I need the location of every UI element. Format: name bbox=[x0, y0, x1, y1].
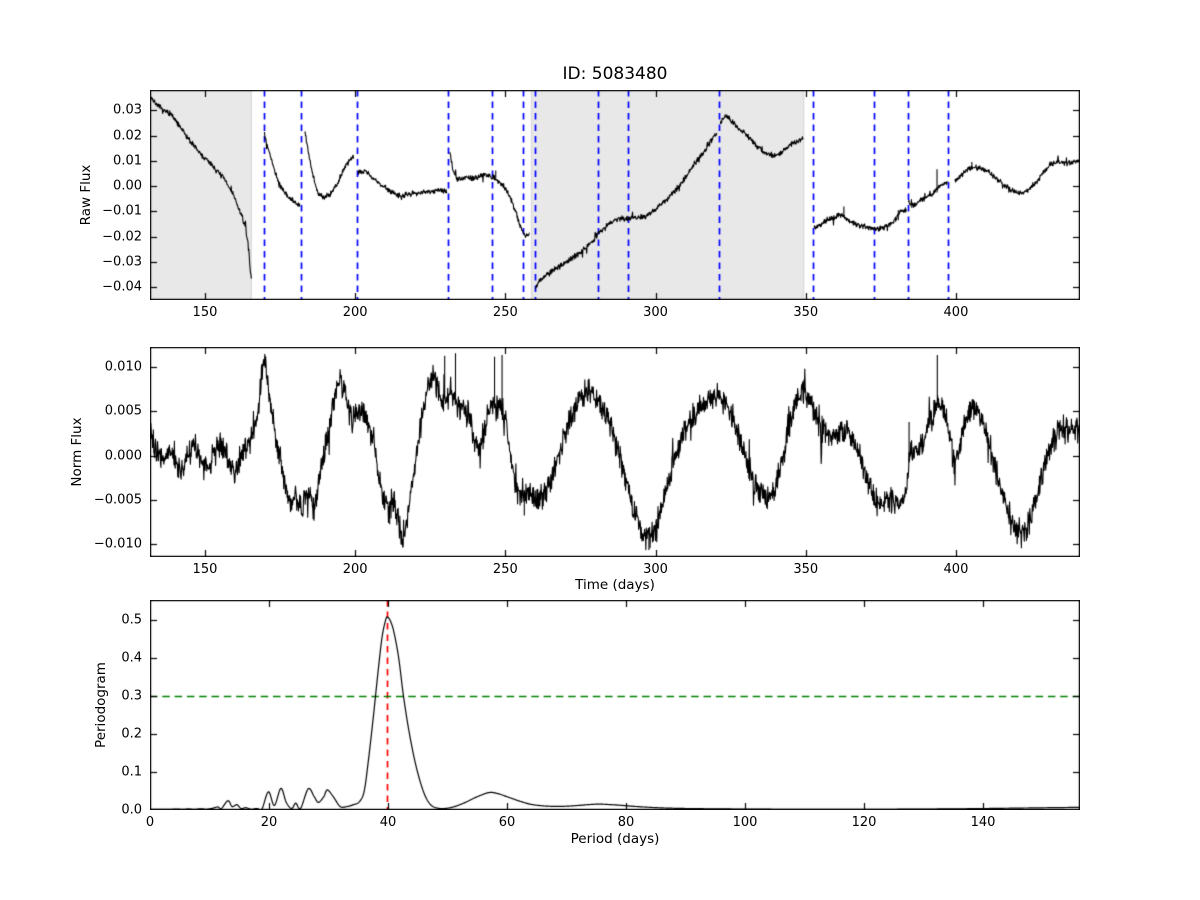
raw-flux-y-axis-label: Raw Flux bbox=[78, 164, 94, 226]
y-tick-label: 0.02 bbox=[113, 128, 142, 144]
x-tick-label: 400 bbox=[943, 305, 969, 320]
y-tick-label: −0.04 bbox=[102, 279, 142, 295]
y-tick-label: 0.000 bbox=[104, 448, 142, 464]
norm-flux-plot-canvas bbox=[150, 347, 1080, 557]
y-tick-label: 0.0 bbox=[121, 802, 142, 818]
y-tick-label: 0.03 bbox=[113, 102, 142, 118]
periodogram-panel bbox=[150, 600, 1080, 810]
x-tick-label: 200 bbox=[342, 562, 368, 577]
x-tick-label: 150 bbox=[192, 562, 218, 577]
y-tick-label: 0.3 bbox=[121, 688, 142, 704]
time-x-axis-label: Time (days) bbox=[575, 577, 655, 593]
x-tick-label: 0 bbox=[145, 815, 155, 830]
x-tick-label: 80 bbox=[617, 815, 635, 830]
y-tick-label: −0.02 bbox=[102, 229, 142, 245]
x-tick-label: 350 bbox=[793, 562, 819, 577]
x-tick-label: 400 bbox=[943, 562, 969, 577]
x-tick-label: 300 bbox=[643, 562, 668, 577]
x-tick-label: 250 bbox=[492, 305, 518, 320]
y-tick-label: −0.010 bbox=[93, 536, 142, 552]
x-tick-label: 150 bbox=[192, 305, 218, 320]
norm-flux-y-axis-label: Norm Flux bbox=[69, 417, 85, 487]
x-tick-label: 350 bbox=[793, 305, 819, 320]
x-tick-label: 300 bbox=[643, 305, 668, 320]
x-tick-label: 200 bbox=[342, 305, 368, 320]
y-tick-label: 0.010 bbox=[104, 359, 142, 375]
periodogram-y-axis-label: Periodogram bbox=[93, 662, 109, 748]
y-tick-label: −0.03 bbox=[102, 254, 142, 270]
y-tick-label: 0.5 bbox=[121, 612, 142, 628]
x-tick-label: 100 bbox=[732, 815, 758, 830]
y-tick-label: 0.005 bbox=[104, 403, 142, 419]
x-tick-label: 120 bbox=[851, 815, 877, 830]
x-tick-label: 60 bbox=[498, 815, 516, 830]
x-tick-label: 250 bbox=[492, 562, 518, 577]
x-tick-label: 40 bbox=[379, 815, 397, 830]
x-tick-label: 20 bbox=[260, 815, 278, 830]
x-tick-label: 140 bbox=[970, 815, 996, 830]
page-title: ID: 5083480 bbox=[562, 64, 668, 84]
y-tick-label: −0.005 bbox=[93, 492, 142, 508]
norm-flux-panel bbox=[150, 347, 1080, 557]
periodogram-plot-canvas bbox=[150, 600, 1080, 810]
y-tick-label: 0.00 bbox=[113, 178, 142, 194]
raw-flux-panel bbox=[150, 90, 1080, 300]
y-tick-label: 0.2 bbox=[121, 726, 142, 742]
y-tick-label: −0.01 bbox=[102, 203, 142, 219]
raw-flux-plot-canvas bbox=[150, 90, 1080, 300]
period-x-axis-label: Period (days) bbox=[570, 831, 660, 847]
y-tick-label: 0.1 bbox=[121, 764, 142, 780]
y-tick-label: 0.01 bbox=[113, 153, 142, 169]
y-tick-label: 0.4 bbox=[121, 650, 142, 666]
